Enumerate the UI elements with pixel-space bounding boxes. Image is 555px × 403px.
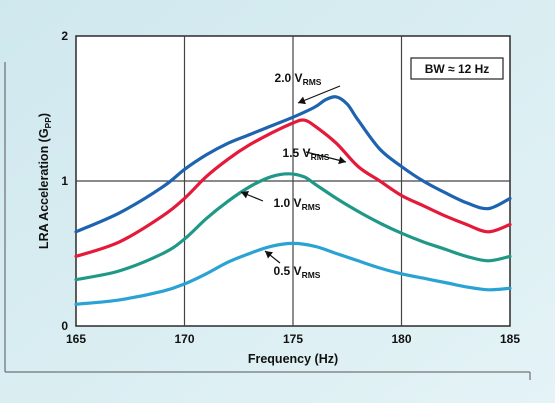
series-label-sub: RMS	[302, 202, 321, 212]
x-tick-label-1: 170	[174, 332, 194, 346]
y-axis-title-main: LRA Acceleration (G	[37, 128, 51, 249]
series-leader-2-0-v-rms	[297, 85, 341, 104]
y-tick-label-2: 2	[61, 29, 68, 43]
series-line-2-0-v-rms	[74, 95, 512, 234]
bandwidth-box: BW ≈ 12 Hz	[410, 57, 504, 80]
series-arrowhead-1-0-v-rms	[241, 190, 249, 199]
series-line-1-0-v-rms	[74, 172, 512, 282]
series-label-sub: RMS	[311, 152, 330, 162]
bandwidth-box-frame	[410, 57, 504, 80]
series-arrowhead-0-5-v-rms	[265, 251, 273, 259]
series-label-0-5-v-rms: 0.5 VRMS	[274, 264, 321, 280]
x-axis-title: Frequency (Hz)	[248, 352, 338, 366]
y-axis-title: LRA Acceleration (GPP)	[37, 113, 53, 249]
grid	[76, 36, 510, 326]
series-label-main: 1.5 V	[283, 146, 311, 160]
series-line-1-5-v-rms	[74, 118, 512, 258]
series-line-0-5-v-rms	[74, 241, 512, 306]
series-label-2-0-v-rms: 2.0 VRMS	[275, 71, 322, 87]
series-label-sub: RMS	[302, 270, 321, 280]
y-tick-label-1: 1	[61, 174, 68, 188]
series-label-sub: RMS	[303, 77, 322, 87]
x-tick-label-0: 165	[66, 332, 86, 346]
series-label-main: 2.0 V	[275, 71, 303, 85]
series-arrowhead-1-5-v-rms	[338, 156, 346, 165]
x-tick-label-4: 185	[500, 332, 520, 346]
y-axis-title-close: )	[37, 113, 51, 117]
series-label-1-5-v-rms: 1.5 VRMS	[283, 146, 330, 162]
y-axis-title-sub: PP	[43, 117, 53, 129]
tick-labels: 165 170 175 180 185 0 1 2	[61, 29, 520, 346]
series-group	[74, 95, 512, 306]
series-label-main: 0.5 V	[274, 264, 302, 278]
series-label-1-0-v-rms: 1.0 VRMS	[274, 196, 321, 212]
x-tick-label-2: 175	[283, 332, 303, 346]
series-arrowhead-2-0-v-rms	[298, 96, 306, 105]
bandwidth-label: BW ≈ 12 Hz	[425, 62, 490, 76]
x-tick-label-3: 180	[391, 332, 411, 346]
series-label-main: 1.0 V	[274, 196, 302, 210]
y-tick-label-0: 0	[61, 319, 68, 333]
